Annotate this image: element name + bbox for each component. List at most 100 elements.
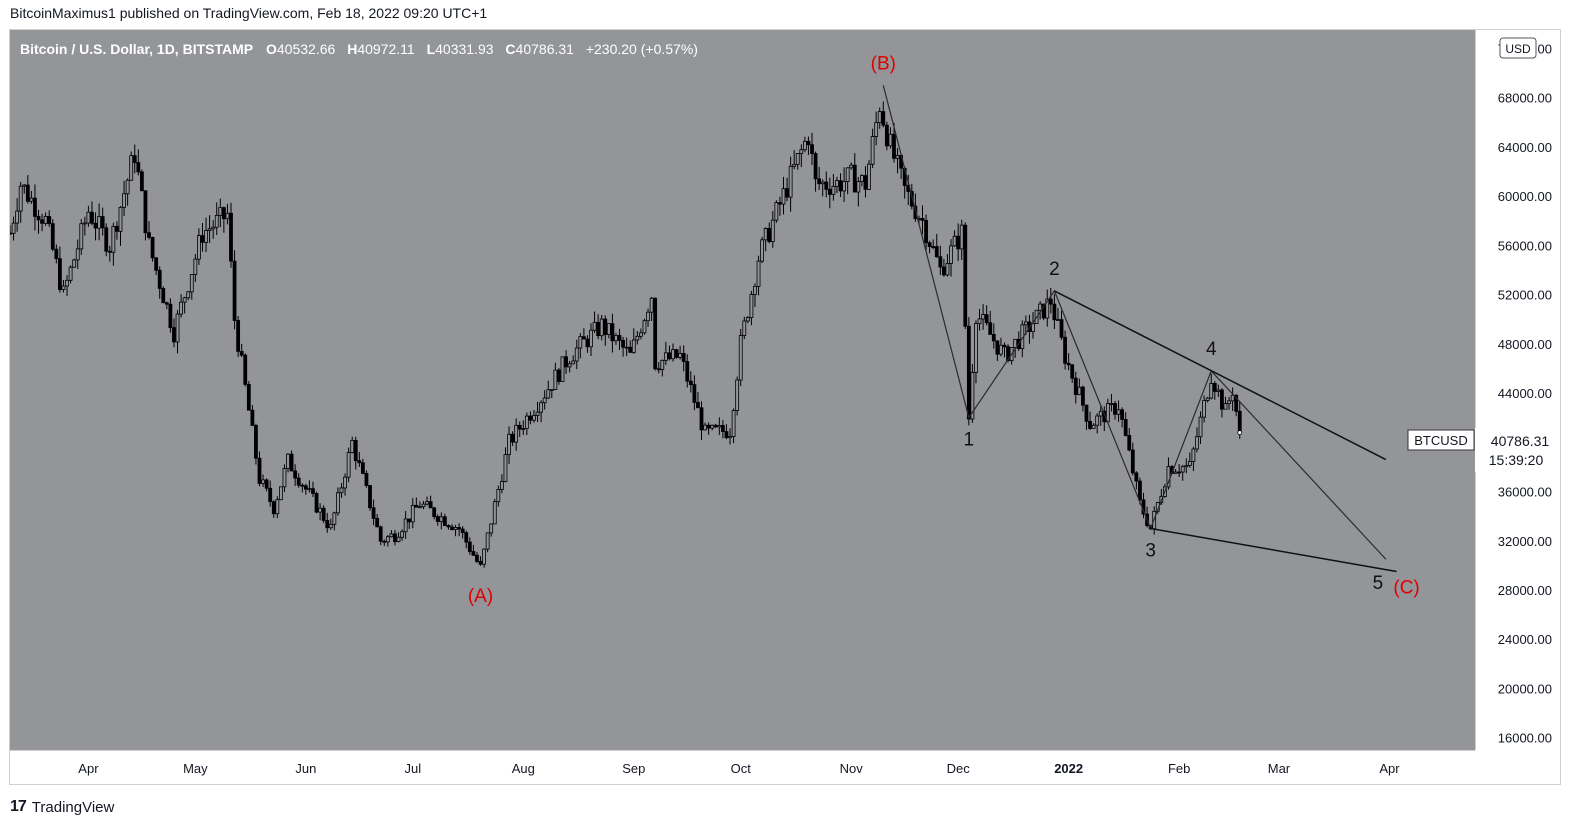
time-tick-label: Mar (1268, 761, 1291, 776)
candle-body (1212, 382, 1217, 392)
candle-body (745, 317, 750, 322)
candle-body (293, 470, 298, 479)
tradingview-footer[interactable]: 17 TradingView (10, 798, 114, 816)
candle-body (781, 188, 786, 205)
candle-body (667, 352, 672, 360)
candle-body (389, 533, 394, 538)
candle-body (1116, 409, 1121, 415)
candle-body (403, 518, 408, 533)
time-tick-label: Feb (1168, 761, 1190, 776)
candle-body (428, 501, 433, 509)
candle-body (157, 269, 162, 289)
candle-body (325, 520, 330, 529)
wedge-trendline (1054, 290, 1387, 461)
candle-body (1088, 420, 1092, 429)
candle-body (189, 274, 194, 293)
candle-body (400, 531, 404, 538)
wave-label: (A) (468, 586, 493, 607)
candle-body (257, 457, 262, 484)
candle-body (421, 503, 426, 508)
candle-body (129, 155, 134, 181)
candle-body (286, 453, 290, 469)
price-tick-label: 48000.00 (1498, 337, 1552, 352)
candle-body (336, 492, 340, 514)
candle-body (132, 155, 137, 163)
candle-body (806, 140, 811, 146)
candle-body (1081, 386, 1085, 406)
currency-badge-box[interactable] (1499, 37, 1537, 59)
candle-body (578, 336, 583, 349)
candle-body (535, 411, 540, 416)
candle-body (1045, 298, 1050, 319)
candle-body (845, 167, 850, 182)
candle-body (268, 487, 273, 503)
candle-body (956, 235, 961, 250)
candle-body (817, 178, 822, 185)
candle-body (774, 202, 779, 221)
candle-body (29, 197, 34, 202)
candle-body (981, 314, 986, 320)
candle-body (357, 460, 362, 464)
chart-panel[interactable]: 16000.00 20000.00 24000.00 28000.00 32000.00… (9, 29, 1561, 785)
candlestick-chart[interactable]: 16000.00 20000.00 24000.00 28000.00 32000.00… (10, 30, 1560, 784)
candle-body (770, 219, 775, 243)
candle-body (1091, 424, 1096, 429)
candle-body (660, 359, 665, 370)
candle-body (100, 216, 105, 229)
candle-body (239, 350, 244, 356)
candle-body (446, 525, 451, 528)
candle-body (934, 246, 939, 258)
candle-body (778, 202, 782, 205)
last-price-box (1475, 428, 1560, 472)
time-tick-label: Jun (295, 761, 316, 776)
time-tick-label: May (183, 761, 208, 776)
wave-label: 4 (1206, 339, 1217, 360)
candle-body (79, 223, 84, 250)
candle-body (663, 352, 668, 361)
candle-body (717, 425, 722, 428)
candle-body (93, 222, 98, 229)
candle-body (699, 407, 704, 431)
candle-body (521, 428, 526, 430)
candle-body (517, 424, 522, 430)
plot-area[interactable] (10, 30, 1475, 750)
candle-body (43, 216, 48, 224)
candle-body (1013, 338, 1018, 348)
candle-body (756, 260, 761, 287)
candle-body (510, 433, 515, 443)
candle-body (1134, 472, 1139, 482)
time-axis[interactable] (10, 750, 1560, 784)
currency-badge[interactable]: USD (1505, 42, 1531, 56)
time-tick-label: Apr (1379, 761, 1400, 776)
time-axis-labels: Apr May Jun Jul Aug Sep Oct Nov Dec 2022 Feb Mar Apr (78, 761, 1400, 776)
candle-body (204, 230, 208, 243)
legend-symbol: Bitcoin / U.S. Dollar, 1D, BITSTAMP (20, 41, 253, 57)
candle-body (524, 415, 529, 429)
candle-body (54, 248, 59, 260)
candle-body (1202, 400, 1206, 418)
candle-body (1205, 397, 1210, 401)
candle-body (1095, 415, 1100, 426)
candle-body (720, 425, 725, 432)
candle-body (307, 488, 312, 491)
candle-body (728, 436, 732, 439)
candle-body (182, 297, 187, 303)
candle-body (371, 507, 376, 519)
candle-body (50, 223, 55, 250)
candle-body (696, 401, 700, 409)
candle-body (197, 235, 201, 260)
candle-body (10, 232, 12, 235)
price-axis[interactable] (1475, 30, 1560, 750)
candle-body (107, 250, 112, 253)
candle-body (909, 191, 914, 207)
candle-body (735, 379, 740, 411)
candle-body (610, 323, 615, 342)
candle-body (767, 228, 772, 243)
candle-body (25, 184, 30, 202)
candle-body (952, 235, 957, 247)
candle-body (678, 352, 683, 358)
candle-body (442, 516, 447, 526)
candle-body (507, 433, 511, 456)
candle-body (229, 212, 233, 262)
price-tick-label: 60000.00 (1498, 189, 1552, 204)
